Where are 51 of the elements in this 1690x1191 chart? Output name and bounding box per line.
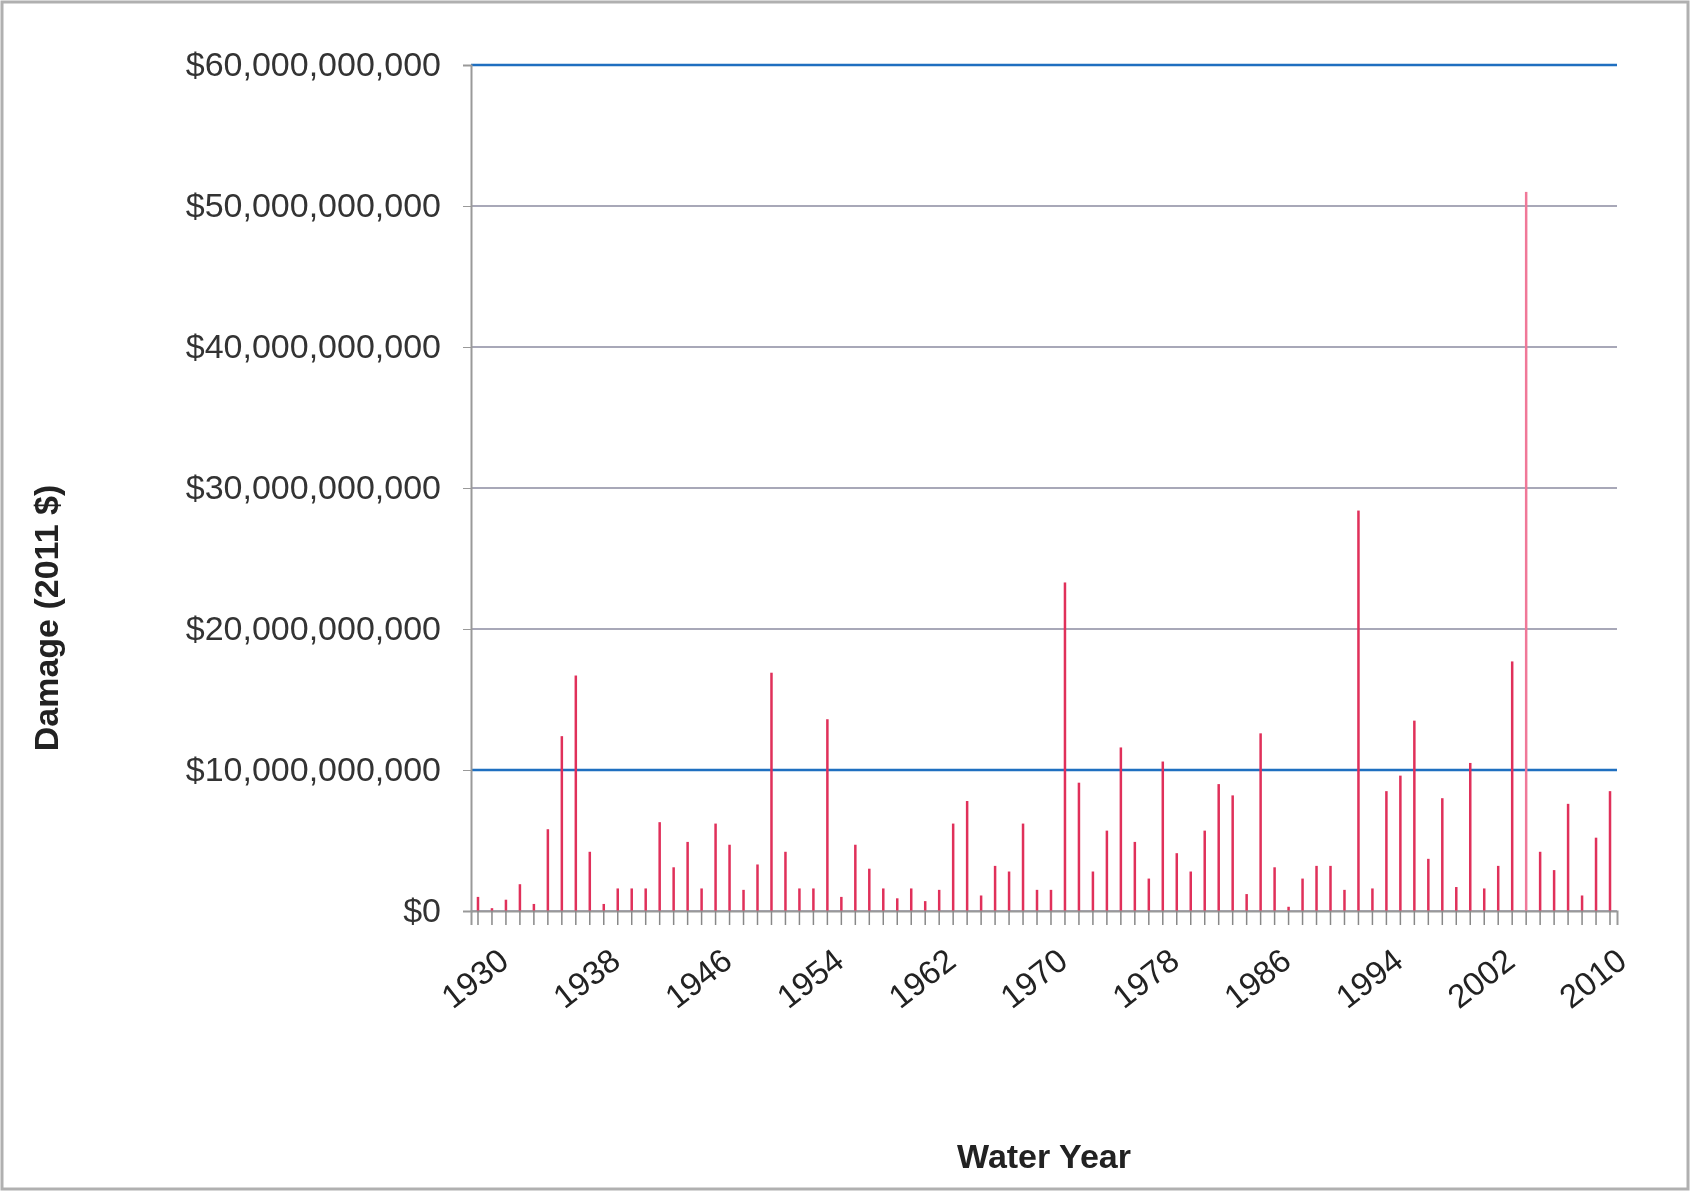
bar — [896, 898, 899, 911]
y-tick-label: $0 — [403, 891, 441, 930]
bar — [826, 719, 829, 911]
bar — [798, 888, 801, 911]
bar — [1371, 888, 1374, 911]
bar — [1455, 887, 1458, 911]
bar — [1217, 784, 1220, 911]
bar — [868, 868, 871, 911]
bar — [1399, 775, 1402, 911]
bar — [1357, 510, 1360, 911]
bar — [1469, 762, 1472, 911]
y-tick-label: $20,000,000,000 — [185, 609, 441, 648]
bar — [1259, 733, 1262, 911]
y-tick-label: $30,000,000,000 — [185, 468, 441, 507]
bar — [714, 823, 717, 911]
bar — [812, 888, 815, 911]
bar — [882, 888, 885, 911]
bar — [728, 844, 731, 911]
bar — [1441, 798, 1444, 911]
y-tick-label: $40,000,000,000 — [185, 327, 441, 366]
bar — [1385, 791, 1388, 911]
bar — [1245, 894, 1248, 911]
bar — [644, 888, 647, 911]
y-tick-label: $10,000,000,000 — [185, 750, 441, 789]
bar — [686, 841, 689, 911]
x-axis-title: Water Year — [957, 1137, 1131, 1175]
bar — [700, 888, 703, 911]
bar — [840, 896, 843, 911]
bar — [770, 672, 773, 911]
bar — [1329, 865, 1332, 911]
bar — [784, 851, 787, 911]
bar — [1231, 795, 1234, 911]
bar — [742, 889, 745, 911]
bar — [658, 822, 661, 911]
bar — [672, 867, 675, 911]
bar — [1315, 865, 1318, 911]
bar — [1301, 878, 1304, 911]
bar — [616, 888, 619, 911]
bar — [854, 844, 857, 911]
y-tick-label: $50,000,000,000 — [185, 186, 441, 225]
bar — [1287, 906, 1290, 911]
bar — [1189, 871, 1192, 911]
bar — [1413, 720, 1416, 911]
y-tick-label: $60,000,000,000 — [185, 45, 441, 84]
bar — [630, 888, 633, 911]
bar — [1203, 830, 1206, 911]
bar — [756, 864, 759, 911]
y-axis-title: Damage (2011 $) — [27, 484, 65, 752]
bar — [1427, 858, 1430, 911]
bar — [1273, 867, 1276, 911]
bar — [1343, 889, 1346, 911]
